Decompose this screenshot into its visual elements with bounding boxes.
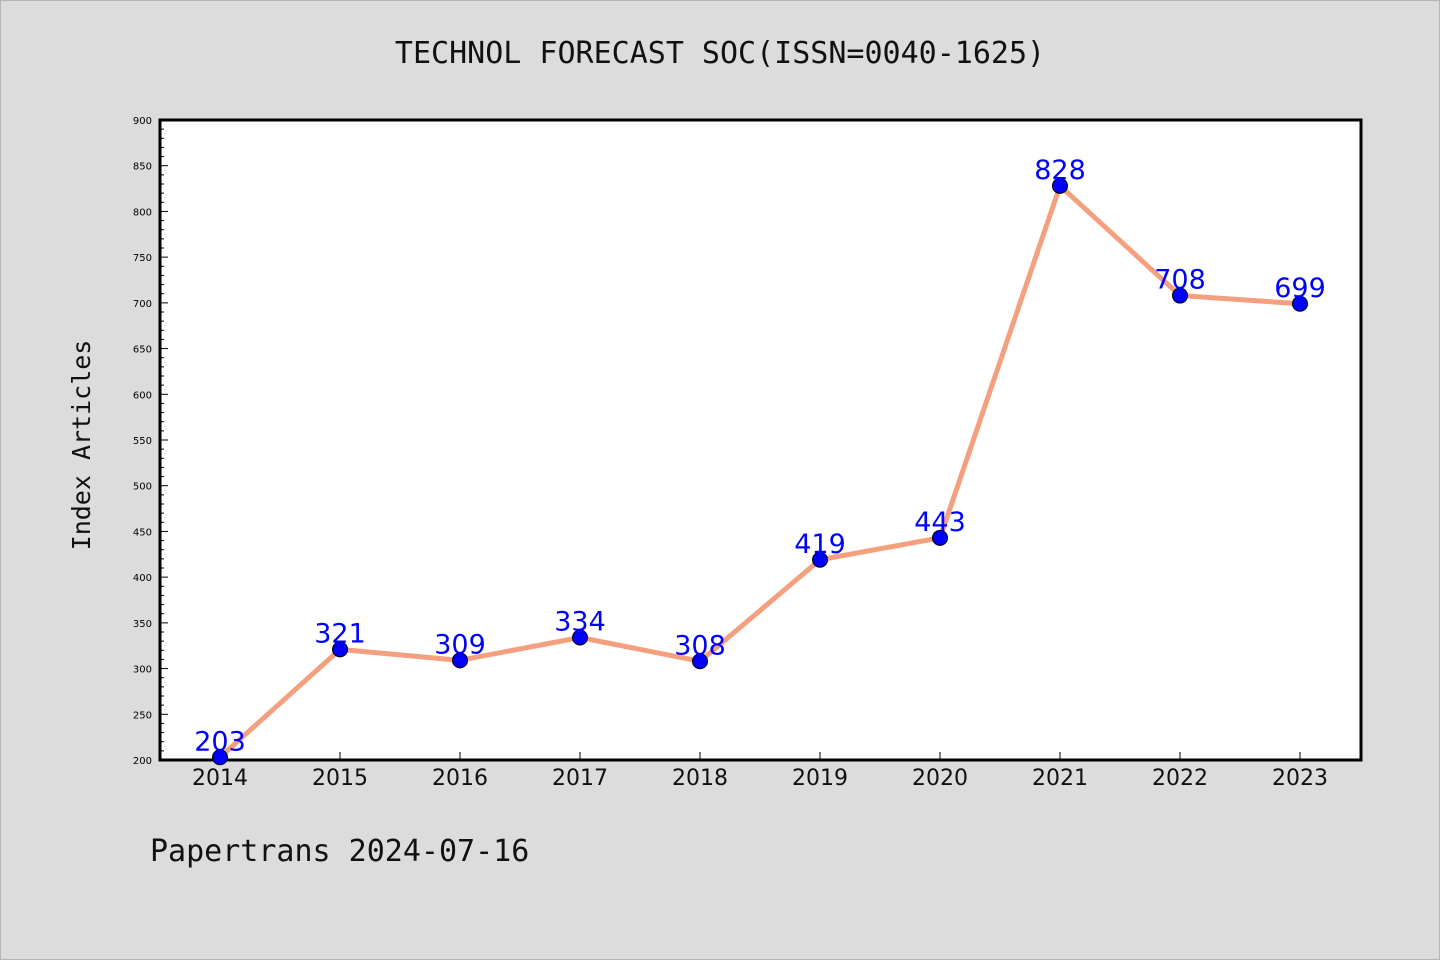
y-tick-label: 500 xyxy=(133,482,152,493)
data-point xyxy=(332,641,348,658)
data-label: 321 xyxy=(314,618,366,649)
data-point xyxy=(932,529,948,546)
y-tick-label: 600 xyxy=(133,390,152,401)
data-point xyxy=(1292,295,1308,312)
data-label: 699 xyxy=(1274,273,1326,304)
x-tick-label: 2018 xyxy=(672,766,728,791)
x-tick-label: 2019 xyxy=(792,766,848,791)
data-point xyxy=(1052,177,1068,194)
data-label: 443 xyxy=(914,507,966,538)
x-axis: 2014 2015 2016 2017 2018 2019 2020 2021 2022 2023 xyxy=(192,752,1328,791)
x-tick-label: 2015 xyxy=(312,766,368,791)
data-label: 203 xyxy=(194,726,246,757)
x-tick-label: 2017 xyxy=(552,766,608,791)
data-label: 708 xyxy=(1154,265,1206,296)
y-tick-label: 750 xyxy=(133,253,152,264)
y-tick-label: 800 xyxy=(133,207,152,218)
series-line xyxy=(218,183,1301,760)
y-tick-label: 300 xyxy=(133,665,152,676)
y-tick-label: 250 xyxy=(133,710,152,721)
data-label: 419 xyxy=(794,529,846,560)
data-point xyxy=(812,551,828,568)
y-tick-label: 900 xyxy=(133,116,152,127)
y-tick-label: 200 xyxy=(133,756,152,767)
y-axis-label: Index Articles xyxy=(67,340,96,551)
x-tick-label: 2016 xyxy=(432,766,488,791)
data-label: 334 xyxy=(554,606,606,637)
plot-area xyxy=(158,118,1363,762)
x-tick-label: 2021 xyxy=(1032,766,1088,791)
y-tick-label: 700 xyxy=(133,299,152,310)
x-tick-label: 2022 xyxy=(1152,766,1208,791)
data-point xyxy=(452,652,468,669)
x-tick-label: 2014 xyxy=(192,766,248,791)
y-tick-label: 350 xyxy=(133,619,152,630)
data-point xyxy=(1172,287,1188,304)
y-axis: 200 250 300 350 400 450 500 550 600 650 700 750 800 8… xyxy=(133,116,168,767)
x-tick-label: 2020 xyxy=(912,766,968,791)
y-tick-label: 400 xyxy=(133,573,152,584)
y-tick-label: 850 xyxy=(133,162,152,173)
data-label: 308 xyxy=(674,630,726,661)
x-tick-label: 2023 xyxy=(1272,766,1328,791)
y-tick-label: 650 xyxy=(133,345,152,356)
chart-title: TECHNOL FORECAST SOC(ISSN=0040-1625) xyxy=(394,36,1046,71)
data-point xyxy=(212,749,228,766)
data-label: 828 xyxy=(1034,155,1086,186)
data-point xyxy=(692,653,708,670)
data-label: 309 xyxy=(434,629,486,660)
data-point xyxy=(572,629,588,646)
watermark: Papertrans 2024-07-16 xyxy=(150,834,530,869)
y-tick-label: 550 xyxy=(133,436,152,447)
series-index-articles: 203 321 309 334 308 419 443 828 708 699 xyxy=(194,155,1326,766)
y-tick-label: 450 xyxy=(133,527,152,538)
